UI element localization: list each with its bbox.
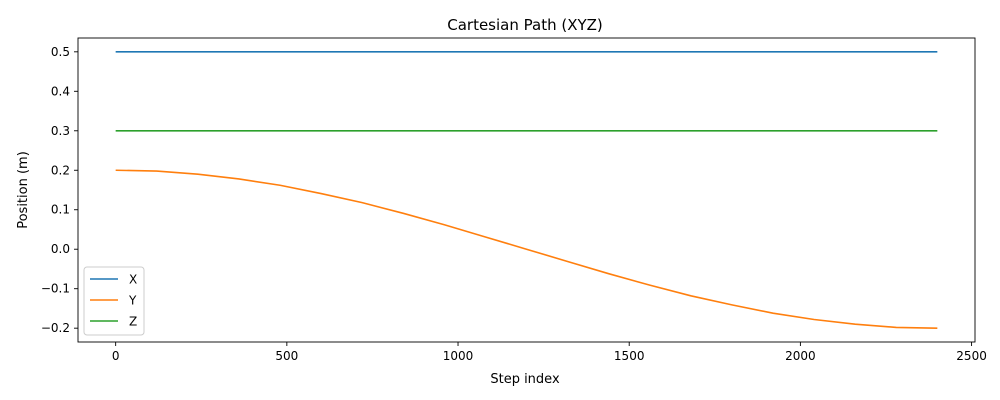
x-tick-label: 1000 [443,349,474,363]
y-tick-label: −0.2 [41,321,70,335]
y-tick-label: 0.4 [51,84,70,98]
y-tick-label: 0.1 [51,203,70,217]
x-tick-label: 1500 [614,349,645,363]
x-tick-label: 0 [112,349,120,363]
x-tick-label: 2500 [956,349,987,363]
legend-label-y: Y [128,294,137,308]
series-line-y [115,169,938,329]
y-tick-label: 0.0 [51,242,70,256]
legend-box [83,266,145,336]
y-tick-label: 0.3 [51,124,70,138]
y-axis-label: Position (m) [16,151,31,229]
x-tick-label: 2000 [785,349,816,363]
chart-title: Cartesian Path (XYZ) [447,16,603,34]
legend-label-x: X [129,273,137,287]
y-tick-label: 0.2 [51,163,70,177]
y-tick-label: 0.5 [51,45,70,59]
x-axis-label: Step index [490,372,560,387]
y-tick-label: −0.1 [41,282,70,296]
plot-frame [77,37,976,343]
legend-label-z: Z [129,315,137,329]
x-tick-label: 500 [275,349,298,363]
